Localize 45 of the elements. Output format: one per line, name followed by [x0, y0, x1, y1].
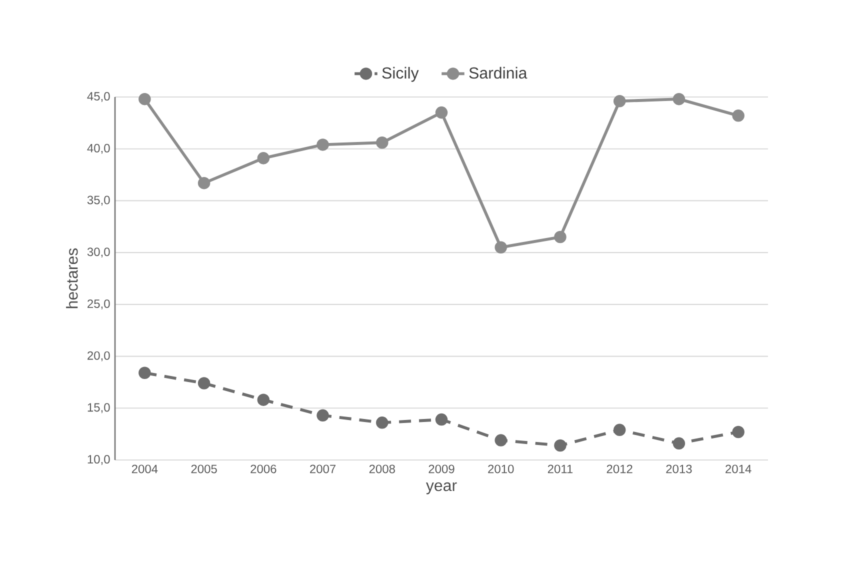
point	[376, 416, 388, 429]
point	[672, 92, 686, 106]
x-tick-label: 2012	[606, 464, 632, 474]
x-tick-label: 2006	[250, 464, 276, 474]
point	[732, 426, 744, 438]
point	[494, 434, 508, 446]
x-tick-label: 2010	[488, 464, 514, 474]
point	[732, 110, 744, 122]
x-tick-label: 2013	[666, 464, 692, 474]
point	[613, 424, 626, 436]
x-tick-label: 2008	[369, 464, 395, 474]
point	[613, 95, 626, 108]
y-tick-label: 30,0	[87, 248, 110, 258]
y-tick-label: 25,0	[88, 299, 110, 310]
point	[554, 439, 566, 452]
y-axis-title: hectares	[66, 248, 78, 308]
x-tick-label: 2004	[132, 464, 158, 474]
x-tick-label: 2011	[548, 464, 573, 474]
point	[198, 377, 210, 390]
point	[198, 176, 210, 190]
y-tick-label: 10,0	[88, 455, 110, 465]
point	[376, 136, 388, 149]
point	[435, 413, 448, 426]
point	[257, 152, 270, 164]
x-tick-label: 2014	[726, 464, 752, 474]
point	[138, 92, 151, 106]
y-tick-label: 40,0	[87, 144, 110, 154]
point	[316, 138, 329, 151]
point	[257, 394, 270, 406]
point	[554, 230, 566, 244]
point	[138, 366, 151, 380]
y-tick-label: 20,0	[88, 351, 110, 362]
point	[672, 437, 686, 450]
legend-label: Sicily	[382, 66, 419, 82]
y-tick-label: 45,0	[87, 92, 110, 102]
x-tick-label: 2007	[310, 464, 336, 474]
point	[494, 241, 508, 254]
x-axis-title: year	[426, 482, 457, 494]
point	[316, 409, 329, 422]
legend-label: Sardinia	[469, 66, 528, 79]
y-tick-label: 15,0	[88, 403, 110, 414]
x-tick-label: 2009	[428, 464, 454, 474]
y-tick-label: 35,0	[87, 196, 110, 206]
point	[435, 106, 448, 119]
x-tick-label: 2005	[191, 464, 217, 474]
